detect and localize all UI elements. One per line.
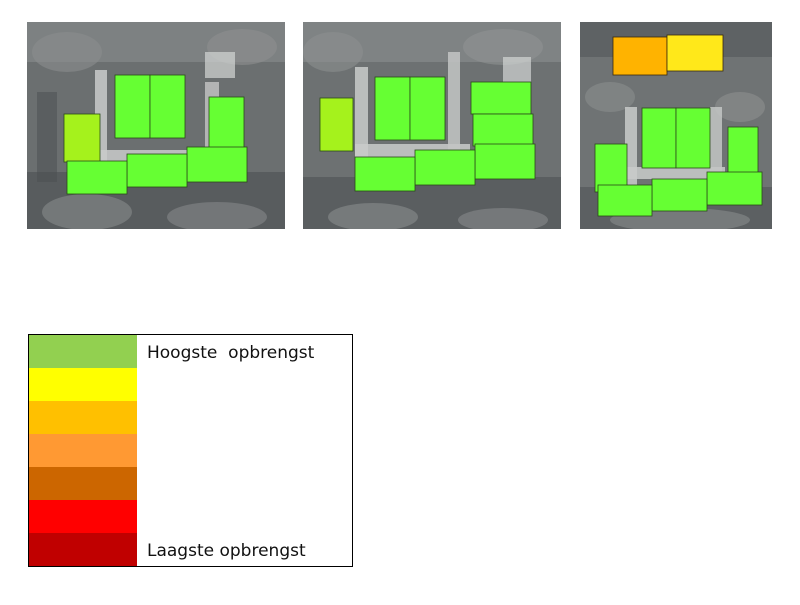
legend-swatch-3 bbox=[29, 401, 137, 434]
legend-swatch-7 bbox=[29, 533, 137, 566]
roof-panel bbox=[706, 171, 763, 206]
legend-swatch-4 bbox=[29, 434, 137, 467]
roof-panel bbox=[612, 36, 668, 76]
roof-panel bbox=[641, 107, 677, 169]
roof-panel bbox=[66, 160, 128, 195]
roof-panel bbox=[186, 146, 248, 183]
roof-panel bbox=[414, 149, 476, 186]
aerial-photo-2 bbox=[303, 22, 561, 229]
legend-swatch-5 bbox=[29, 467, 137, 500]
roof-panel bbox=[319, 97, 354, 152]
roof-panel bbox=[675, 107, 711, 169]
legend-swatch-1 bbox=[29, 335, 137, 368]
roof-panel bbox=[126, 153, 188, 188]
aerial-map-tile-1 bbox=[27, 22, 285, 229]
roof-panel bbox=[354, 156, 416, 192]
roof-panels-2 bbox=[319, 76, 536, 192]
roof-panel bbox=[149, 74, 186, 139]
roof-panel bbox=[409, 76, 446, 141]
roof-panel bbox=[474, 143, 536, 180]
aerial-photo-3 bbox=[580, 22, 772, 229]
roof-panel bbox=[374, 76, 411, 141]
roof-panel bbox=[727, 126, 759, 178]
roof-panel bbox=[597, 184, 653, 217]
roof-panel bbox=[472, 113, 534, 147]
legend-swatch-2 bbox=[29, 368, 137, 401]
legend-top-label: Hoogste opbrengst bbox=[147, 343, 315, 363]
roof-panel bbox=[666, 34, 724, 72]
aerial-map-tile-3 bbox=[580, 22, 772, 229]
legend-swatch-6 bbox=[29, 500, 137, 533]
roof-panel bbox=[208, 96, 245, 150]
legend-bottom-label: Laagste opbrengst bbox=[147, 541, 306, 561]
roof-panel bbox=[594, 143, 628, 193]
roof-panels-1 bbox=[63, 74, 248, 195]
roof-panel bbox=[63, 113, 101, 163]
roof-panel bbox=[470, 81, 532, 115]
aerial-map-tile-2 bbox=[303, 22, 561, 229]
legend-swatches bbox=[29, 335, 137, 566]
roof-panel bbox=[651, 178, 708, 212]
aerial-photo-1 bbox=[27, 22, 285, 229]
yield-legend: Hoogste opbrengst Laagste opbrengst bbox=[28, 334, 353, 567]
roof-panels-3 bbox=[594, 34, 763, 217]
roof-panel bbox=[114, 74, 151, 139]
